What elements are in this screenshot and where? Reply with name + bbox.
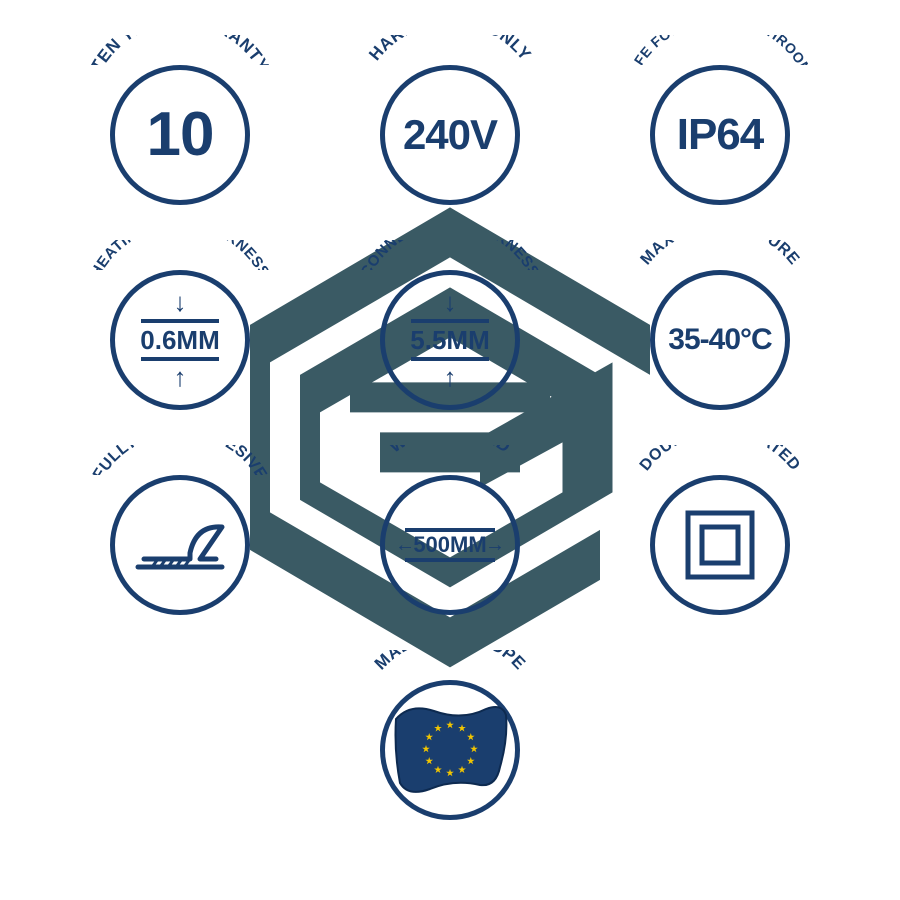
line-bottom bbox=[411, 357, 489, 361]
arrow-up-icon: ↑ bbox=[444, 362, 457, 393]
badge-pad-thickness: HEATING PAD THICKNESS ↓ 0.6MM ↑ bbox=[90, 240, 270, 410]
circle-max-temp: 35-40°C bbox=[650, 270, 790, 410]
value-warranty: 10 bbox=[147, 104, 214, 166]
arc-label-double-insulated: DOUBLE INSULATED bbox=[630, 445, 810, 475]
value-conn-thickness: 5.5MM bbox=[410, 325, 489, 356]
arrow-left-icon: ← bbox=[395, 534, 415, 557]
line-top bbox=[405, 528, 495, 532]
row-2: HEATING PAD THICKNESS ↓ 0.6MM ↑ CONNECTI… bbox=[70, 240, 830, 410]
badge-wiring-lead: WIRING LEAD ← 500MM → bbox=[360, 445, 540, 615]
line-bottom bbox=[405, 558, 495, 562]
arrow-down-icon: ↓ bbox=[174, 287, 187, 318]
circle-pad-thickness: ↓ 0.6MM ↑ bbox=[110, 270, 250, 410]
svg-text:HEATING PAD THICKNESS: HEATING PAD THICKNESS bbox=[90, 240, 270, 270]
arc-label-max-temp: MAX TEMPERATURE bbox=[630, 240, 810, 270]
row-3: FULLY SELF-ADHESIVE bbox=[70, 445, 830, 615]
svg-text:WIRING LEAD: WIRING LEAD bbox=[386, 445, 514, 457]
value-max-temp: 35-40°C bbox=[668, 325, 771, 355]
arrow-down-icon: ↓ bbox=[444, 287, 457, 318]
svg-text:DOUBLE INSULATED: DOUBLE INSULATED bbox=[637, 445, 804, 474]
svg-text:MADE IN EUROPE: MADE IN EUROPE bbox=[371, 650, 530, 673]
svg-text:FULLY SELF-ADHESIVE: FULLY SELF-ADHESIVE bbox=[90, 445, 270, 475]
circle-ip: IP64 bbox=[650, 65, 790, 205]
circle-double-insulated bbox=[650, 475, 790, 615]
circle-europe bbox=[380, 680, 520, 820]
eu-flag-icon bbox=[390, 695, 510, 805]
badge-warranty: TEN YEAR WARRANTY 10 bbox=[90, 35, 270, 205]
arrow-up-icon: ↑ bbox=[174, 362, 187, 393]
badge-ip: SAFE FOR USE IN BATHROOMS IP64 bbox=[630, 35, 810, 205]
peel-icon bbox=[130, 505, 230, 585]
double-square-icon bbox=[680, 505, 760, 585]
arc-label-ip: SAFE FOR USE IN BATHROOMS bbox=[630, 35, 810, 65]
svg-text:HARDWIRING ONLY: HARDWIRING ONLY bbox=[365, 35, 535, 64]
arc-label-pad-thickness: HEATING PAD THICKNESS bbox=[90, 240, 270, 270]
row-4: MADE IN EUROPE bbox=[70, 650, 830, 820]
circle-adhesive bbox=[110, 475, 250, 615]
value-pad-thickness: 0.6MM bbox=[140, 325, 219, 356]
badge-europe: MADE IN EUROPE bbox=[360, 650, 540, 820]
badge-max-temp: MAX TEMPERATURE 35-40°C bbox=[630, 240, 810, 410]
arc-label-wiring-lead: WIRING LEAD bbox=[360, 445, 540, 475]
badge-double-insulated: DOUBLE INSULATED bbox=[630, 445, 810, 615]
circle-conn-thickness: ↓ 5.5MM ↑ bbox=[380, 270, 520, 410]
value-hardwiring: 240V bbox=[403, 114, 497, 156]
row-1: TEN YEAR WARRANTY 10 HARDWIRING ONLY 240… bbox=[70, 35, 830, 205]
line-top bbox=[411, 319, 489, 323]
arc-label-hardwiring: HARDWIRING ONLY bbox=[360, 35, 540, 65]
svg-text:CONNECTION THICKNESS: CONNECTION THICKNESS bbox=[360, 240, 540, 270]
badge-hardwiring: HARDWIRING ONLY 240V bbox=[360, 35, 540, 205]
arc-label-conn-thickness: CONNECTION THICKNESS bbox=[360, 240, 540, 270]
value-wiring-lead: 500MM bbox=[413, 532, 486, 558]
circle-hardwiring: 240V bbox=[380, 65, 520, 205]
svg-text:TEN YEAR WARRANTY: TEN YEAR WARRANTY bbox=[90, 35, 270, 65]
arc-label-warranty: TEN YEAR WARRANTY bbox=[90, 35, 270, 65]
line-top bbox=[141, 319, 219, 323]
arc-label-europe: MADE IN EUROPE bbox=[360, 650, 540, 680]
arc-label-adhesive: FULLY SELF-ADHESIVE bbox=[90, 445, 270, 475]
badge-conn-thickness: CONNECTION THICKNESS ↓ 5.5MM ↑ bbox=[360, 240, 540, 410]
circle-wiring-lead: ← 500MM → bbox=[380, 475, 520, 615]
circle-warranty: 10 bbox=[110, 65, 250, 205]
badge-adhesive: FULLY SELF-ADHESIVE bbox=[90, 445, 270, 615]
spec-badge-grid: TEN YEAR WARRANTY 10 HARDWIRING ONLY 240… bbox=[0, 0, 900, 900]
value-ip: IP64 bbox=[677, 113, 764, 157]
arrow-right-icon: → bbox=[485, 534, 505, 557]
line-bottom bbox=[141, 357, 219, 361]
svg-text:SAFE FOR USE IN BATHROOMS: SAFE FOR USE IN BATHROOMS bbox=[630, 35, 810, 65]
svg-text:MAX TEMPERATURE: MAX TEMPERATURE bbox=[638, 240, 803, 268]
